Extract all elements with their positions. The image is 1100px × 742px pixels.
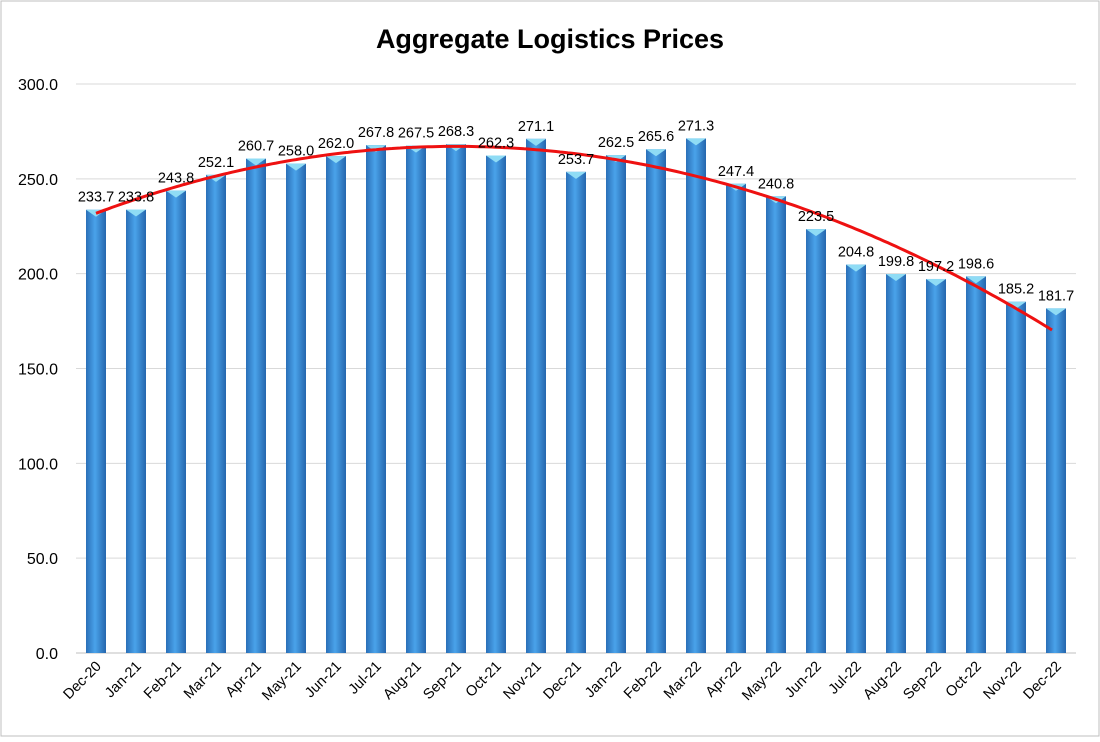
y-tick-label: 100.0 [18,456,58,473]
bar-top [886,274,906,282]
data-label: 267.8 [358,125,394,141]
bar-top [326,156,346,164]
data-label: 262.3 [478,136,514,152]
bar [846,264,866,653]
data-label: 262.5 [598,135,634,151]
bar [206,174,226,653]
bar [86,209,106,653]
y-tick-label: 0.0 [36,646,58,663]
data-label: 198.6 [958,256,994,272]
y-tick-label: 300.0 [18,77,58,94]
bar [686,138,706,653]
bar [726,183,746,654]
data-label: 262.0 [318,136,354,152]
data-label: 268.3 [438,124,474,140]
bar [766,196,786,654]
bar-top [526,138,546,146]
bar [526,138,546,653]
data-label: 265.6 [638,129,674,145]
bar-top [966,276,986,284]
data-label: 243.8 [158,171,194,187]
bar-top [686,138,706,146]
bar [1046,308,1066,653]
bar [326,156,346,653]
data-label: 181.7 [1038,288,1074,304]
bar [606,155,626,653]
bar [966,276,986,653]
data-label: 260.7 [238,139,274,155]
bar [646,149,666,653]
bar-top [1006,301,1026,309]
bar [406,145,426,653]
bar [806,229,826,653]
data-label: 252.1 [198,155,234,171]
data-label: 271.3 [678,118,714,134]
trendline [95,144,1053,332]
bar-top [246,158,266,166]
y-tick-label: 150.0 [18,362,58,379]
data-label: 233.8 [118,190,154,206]
bar [446,144,466,653]
data-label: 223.5 [798,209,834,225]
bar-top [646,149,666,157]
data-label: 253.7 [558,152,594,168]
bar [926,278,946,653]
data-label: 258.0 [278,144,314,160]
bar-top [1046,308,1066,316]
data-label: 267.5 [398,126,434,142]
bar [246,158,266,653]
y-tick-label: 250.0 [18,172,58,189]
data-label: 240.8 [758,176,794,192]
bar-top [926,278,946,286]
data-label: 199.8 [878,254,914,270]
bar [486,155,506,653]
bar [126,209,146,653]
chart-title: Aggregate Logistics Prices [376,24,724,54]
data-label: 247.4 [718,164,754,180]
bar [166,190,186,654]
bar [366,145,386,653]
data-label: 204.8 [838,245,874,261]
bar-top [126,209,146,217]
bar-top [846,264,866,272]
bar [286,163,306,653]
bar-top [486,155,506,163]
y-tick-label: 50.0 [27,551,58,568]
bar-top [286,163,306,171]
bar [1006,301,1026,653]
bar-top [806,229,826,237]
y-tick-label: 200.0 [18,267,58,284]
bar-top [166,190,186,198]
data-label: 233.7 [78,190,114,206]
bar [886,274,906,653]
data-label: 271.1 [518,119,554,135]
data-label: 197.2 [918,259,954,275]
data-label: 185.2 [998,282,1034,298]
bar [566,171,586,653]
bar-top [566,171,586,179]
